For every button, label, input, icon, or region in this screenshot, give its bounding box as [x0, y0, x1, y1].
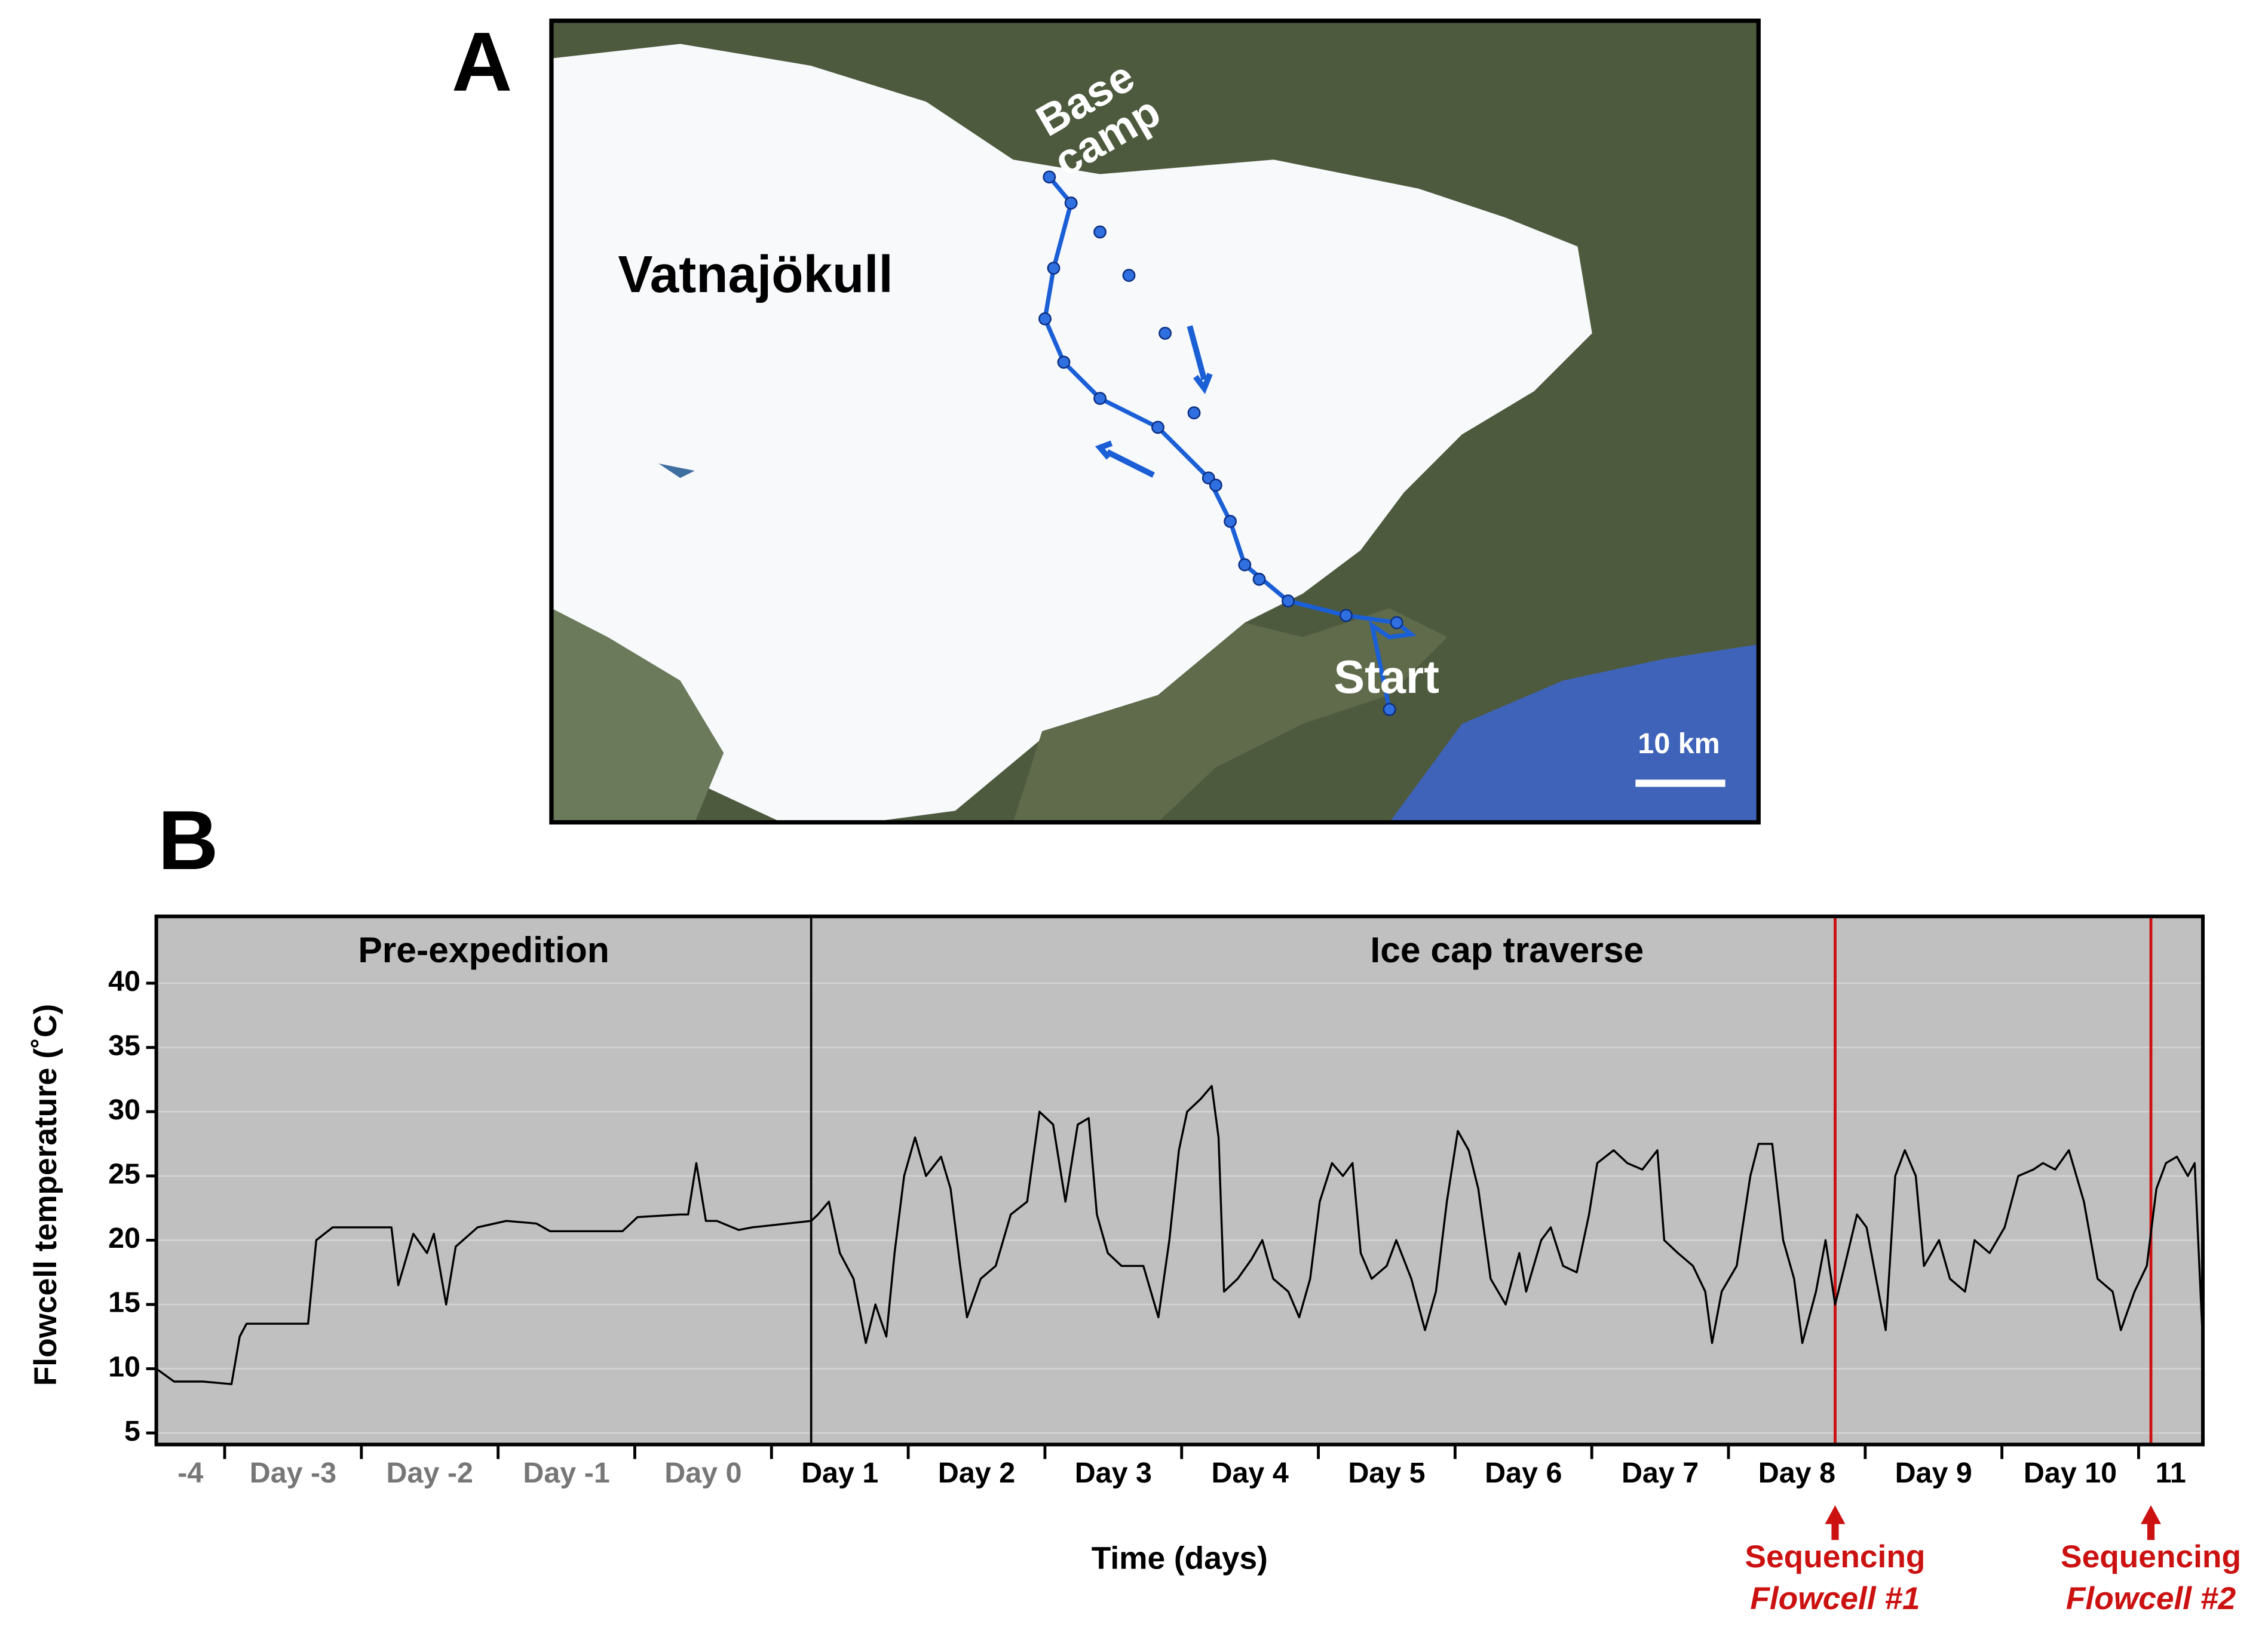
map-glacier-label: Vatnajökull — [618, 245, 893, 303]
event-arrow — [1825, 1505, 1846, 1540]
map-land-s — [1013, 608, 1448, 822]
x-tick-label: Day 1 — [801, 1457, 878, 1489]
panel-label: A — [452, 15, 512, 109]
plot-frame — [154, 914, 2205, 1447]
y-tick-label: 20 — [108, 1222, 140, 1254]
y-axis-label: Flowcell temperature (˚C) — [28, 1004, 63, 1386]
map-panel: Vatnajökull Base camp Start 10 km — [549, 19, 1761, 825]
x-tick-label: Day -1 — [523, 1457, 609, 1489]
x-tick-label: Day 3 — [1075, 1457, 1152, 1489]
temperature-line — [155, 1085, 2204, 1386]
map-glacier — [551, 44, 1592, 822]
x-axis-label: Time (days) — [1092, 1540, 1268, 1576]
panel-label: B — [158, 793, 218, 887]
y-tick-label: 30 — [108, 1094, 140, 1126]
region-label: Ice cap traverse — [1370, 929, 1644, 970]
region-label: Pre-expedition — [358, 929, 609, 970]
x-tick-label: Day 9 — [1895, 1457, 1972, 1489]
x-tick-label: Day -3 — [250, 1457, 336, 1489]
event-label: Sequencing — [1745, 1539, 1925, 1574]
chart: 5 10 15 20 25 30 35 40 -4 Day -3 Day -2 Day -1 Day 0… — [28, 914, 2241, 1616]
map-direction-arrows — [1095, 325, 1213, 478]
map-scale-label: 10 km — [1638, 728, 1720, 760]
map-lake — [658, 463, 695, 478]
event-sublabel: Flowcell #1 — [1750, 1581, 1920, 1616]
map-start-label: Start — [1334, 652, 1439, 703]
y-tick-label: 25 — [108, 1158, 140, 1190]
x-tick-label: Day 7 — [1622, 1457, 1699, 1489]
x-tick-label: -4 — [177, 1457, 203, 1489]
map-waypoints — [1038, 170, 1403, 716]
map-frame — [549, 19, 1761, 825]
event-label: Sequencing — [2061, 1539, 2241, 1574]
map-land-sw — [551, 608, 724, 822]
x-tick-label: 11 — [2156, 1457, 2186, 1489]
y-tick-label: 5 — [124, 1415, 140, 1447]
x-tick-label: Day 5 — [1348, 1457, 1425, 1489]
y-tick-label: 15 — [108, 1287, 140, 1319]
y-tick-label: 40 — [108, 965, 140, 997]
x-tick-label: Day 8 — [1758, 1457, 1835, 1489]
x-tick-label: Day -2 — [387, 1457, 473, 1489]
y-tick-label: 35 — [108, 1029, 140, 1061]
x-tick-label: Day 4 — [1212, 1457, 1289, 1489]
x-tick-label: Day 0 — [664, 1457, 741, 1489]
x-tick-label: Day 6 — [1485, 1457, 1562, 1489]
event-sublabel: Flowcell #2 — [2066, 1581, 2236, 1616]
y-tick-label: 10 — [108, 1350, 140, 1383]
x-tick-label: Day 10 — [2024, 1457, 2117, 1489]
event-arrow — [2141, 1505, 2161, 1540]
plot-background — [156, 916, 2203, 1445]
map-sea — [1389, 644, 1759, 822]
x-tick-label: Day 2 — [938, 1457, 1015, 1489]
